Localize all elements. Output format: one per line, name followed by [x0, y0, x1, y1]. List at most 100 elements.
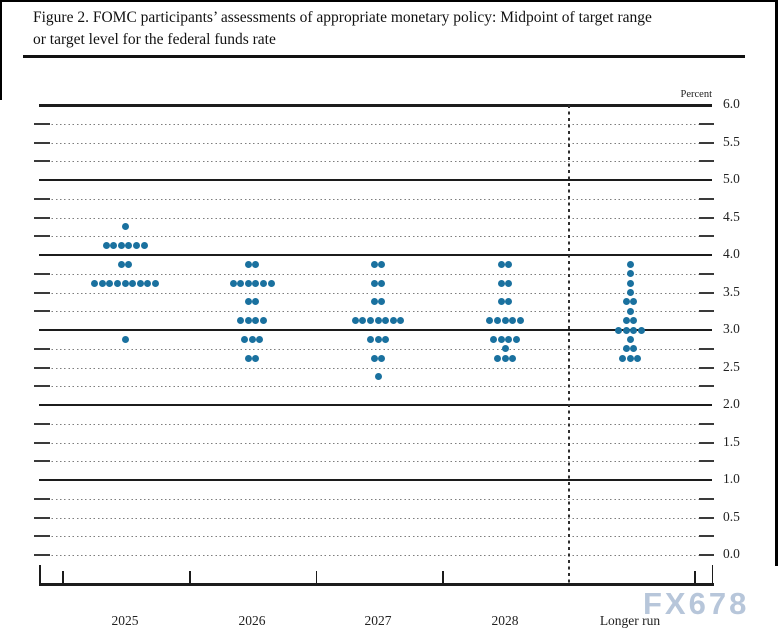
x-category-label: 2025 [111, 613, 139, 628]
gridline-dotted [39, 273, 712, 275]
x-category-label: 2027 [364, 613, 392, 628]
y-tick-label: 1.0 [723, 471, 740, 486]
y-axis-tick-left [34, 497, 50, 500]
gridline-dotted [39, 217, 712, 219]
participant-dot [117, 260, 125, 268]
participant-dot [244, 279, 252, 287]
y-axis-tick-left [34, 216, 50, 219]
category-boundary-tick [189, 571, 191, 583]
participant-dot [497, 335, 505, 343]
participant-dot [244, 317, 252, 325]
participant-dot [117, 242, 125, 250]
participant-dot [113, 279, 121, 287]
y-tick-label: 4.5 [723, 208, 740, 224]
participant-dot [501, 354, 509, 362]
participant-dot [618, 354, 626, 362]
category-boundary-tick [62, 571, 64, 583]
participant-dot [622, 345, 630, 353]
participant-dot [378, 298, 386, 306]
participant-dot [244, 260, 252, 268]
y-axis-tick-right [699, 535, 714, 538]
participant-dot [259, 279, 267, 287]
y-tick-label: 3.0 [723, 321, 740, 336]
participant-dot [144, 279, 152, 287]
gridline-dotted [39, 161, 712, 163]
participant-dot [248, 335, 256, 343]
gridline-solid [39, 254, 712, 256]
y-axis-tick-left [34, 554, 50, 556]
participant-dot [252, 317, 260, 325]
y-axis-tick-right [699, 122, 714, 125]
participant-dot [486, 317, 494, 325]
page-border-right [775, 0, 778, 566]
axis-corner-tick [39, 565, 41, 583]
participant-dot [630, 317, 638, 325]
participant-dot [370, 260, 378, 268]
gridline-dotted [39, 461, 712, 463]
participant-dot [505, 335, 513, 343]
figure-title: Figure 2. FOMC participants’ assessments… [33, 7, 753, 51]
participant-dot [244, 354, 252, 362]
participant-dot [516, 317, 524, 325]
y-axis-tick-right [699, 516, 714, 519]
axis-corner-tick [711, 565, 713, 583]
title-rule [23, 55, 745, 58]
participant-dot [626, 335, 634, 343]
participant-dot [378, 279, 386, 287]
participant-dot [493, 354, 501, 362]
participant-dot [151, 279, 159, 287]
y-axis-tick-right [699, 141, 714, 144]
y-axis-tick-right [699, 366, 714, 369]
participant-dot [237, 317, 245, 325]
participant-dot [267, 279, 275, 287]
participant-dot [98, 279, 106, 287]
participant-dot [382, 317, 390, 325]
participant-dot [125, 260, 133, 268]
category-boundary-tick [694, 571, 696, 583]
participant-dot [622, 298, 630, 306]
participant-dot [389, 317, 397, 325]
y-axis-tick-left [34, 422, 50, 425]
y-axis-tick-right [699, 216, 714, 219]
participant-dot [129, 279, 137, 287]
participant-dot [91, 279, 99, 287]
y-tick-label: 2.5 [723, 358, 740, 374]
page-border-top [0, 0, 778, 2]
y-tick-label: 6.0 [723, 96, 740, 111]
participant-dot [397, 317, 405, 325]
y-tick-label: 5.0 [723, 171, 740, 186]
participant-dot [125, 242, 133, 250]
y-axis-tick-left [34, 272, 50, 275]
gridline-dotted [39, 348, 712, 350]
participant-dot [136, 279, 144, 287]
participant-dot [252, 298, 260, 306]
participant-dot [374, 335, 382, 343]
participant-dot [497, 298, 505, 306]
y-axis-tick-left [34, 197, 50, 200]
x-category-label: Longer run [599, 613, 661, 628]
y-axis-tick-right [699, 291, 714, 294]
y-axis-tick-left [34, 347, 50, 350]
participant-dot [229, 279, 237, 287]
figure-title-line2: or target level for the federal funds ra… [33, 31, 276, 48]
gridline-dotted [39, 198, 712, 200]
participant-dot [509, 317, 517, 325]
watermark: FX678 [643, 586, 750, 621]
y-axis-tick-left [34, 385, 50, 388]
participant-dot [359, 317, 367, 325]
y-axis-tick-left [34, 366, 50, 369]
participant-dot [505, 298, 513, 306]
participant-dot [252, 354, 260, 362]
gridline-dotted [39, 311, 712, 313]
participant-dot [626, 289, 634, 296]
gridline-solid [39, 104, 712, 107]
participant-dot [497, 260, 505, 268]
participant-dot [626, 279, 634, 287]
y-axis-tick-right [699, 160, 714, 163]
participant-dot [512, 335, 520, 343]
y-axis-tick-left [34, 441, 50, 444]
gridline-dotted [39, 236, 712, 238]
y-axis-tick-left [34, 460, 50, 463]
gridline-dotted [39, 123, 712, 125]
participant-dot [366, 335, 374, 343]
